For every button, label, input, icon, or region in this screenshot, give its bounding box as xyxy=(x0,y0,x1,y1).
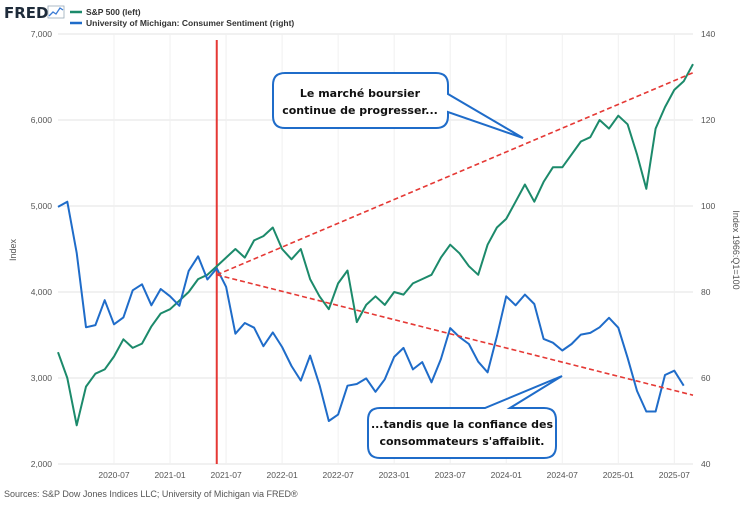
right-axis-title: Index 1966:Q1=100 xyxy=(731,210,741,289)
left-tick-label: 4,000 xyxy=(31,287,53,297)
left-tick-label: 6,000 xyxy=(31,115,53,125)
trend-line-sp500 xyxy=(216,71,694,276)
left-tick-label: 3,000 xyxy=(31,373,53,383)
callout-bottom-bubble xyxy=(367,375,563,459)
callout-top: Le marché boursier continue de progresse… xyxy=(272,72,524,139)
left-tick-label: 7,000 xyxy=(31,29,53,39)
callout-top-line-1: Le marché boursier xyxy=(300,87,421,100)
callout-top-bubble xyxy=(272,72,524,139)
right-tick-label: 120 xyxy=(701,115,715,125)
x-tick-label: 2021-01 xyxy=(154,470,185,480)
x-tick-label: 2024-01 xyxy=(491,470,522,480)
x-tick-label: 2025-01 xyxy=(603,470,634,480)
series-layer xyxy=(57,40,694,464)
left-axis-title: Index xyxy=(8,238,18,261)
series-line-sp500 xyxy=(57,63,694,427)
callout-bottom-line-2: consommateurs s'affaiblit. xyxy=(379,435,544,448)
x-tick-label: 2024-07 xyxy=(547,470,578,480)
fred-logo[interactable]: FRED xyxy=(4,4,65,22)
legend-label-sp500: S&P 500 (left) xyxy=(86,7,141,17)
callout-bottom-line-1: ...tandis que la confiance des xyxy=(371,418,554,431)
x-tick-label: 2025-07 xyxy=(659,470,690,480)
x-tick-label: 2022-07 xyxy=(323,470,354,480)
x-tick-label: 2023-01 xyxy=(379,470,410,480)
x-tick-label: 2020-07 xyxy=(98,470,129,480)
trend-line-sentiment xyxy=(216,274,694,396)
x-axis: 2020-07 2021-01 2021-07 2022-01 2022-07 2023-… xyxy=(98,470,690,480)
fred-logo-text: FRED xyxy=(4,4,49,22)
right-tick-label: 140 xyxy=(701,29,715,39)
left-tick-label: 5,000 xyxy=(31,201,53,211)
fred-logo-chart-icon xyxy=(47,5,65,19)
right-tick-label: 40 xyxy=(701,459,711,469)
x-tick-label: 2022-01 xyxy=(267,470,298,480)
x-tick-label: 2023-07 xyxy=(435,470,466,480)
right-tick-label: 60 xyxy=(701,373,711,383)
right-tick-label: 80 xyxy=(701,287,711,297)
legend-label-sentiment: University of Michigan: Consumer Sentime… xyxy=(86,18,294,28)
left-tick-label: 2,000 xyxy=(31,459,53,469)
legend: S&P 500 (left) University of Michigan: C… xyxy=(70,7,294,28)
source-note: Sources: S&P Dow Jones Indices LLC; Univ… xyxy=(4,489,298,499)
right-axis: 40 60 80 100 120 140 xyxy=(701,29,715,469)
right-tick-label: 100 xyxy=(701,201,715,211)
series-line-sentiment xyxy=(57,200,685,422)
trend-layer xyxy=(216,71,694,396)
callout-bottom: ...tandis que la confiance des consommat… xyxy=(367,375,563,459)
left-axis: 2,000 3,000 4,000 5,000 6,000 7,000 xyxy=(31,29,53,469)
x-tick-label: 2021-07 xyxy=(210,470,241,480)
callout-top-line-2: continue de progresser... xyxy=(282,104,438,117)
